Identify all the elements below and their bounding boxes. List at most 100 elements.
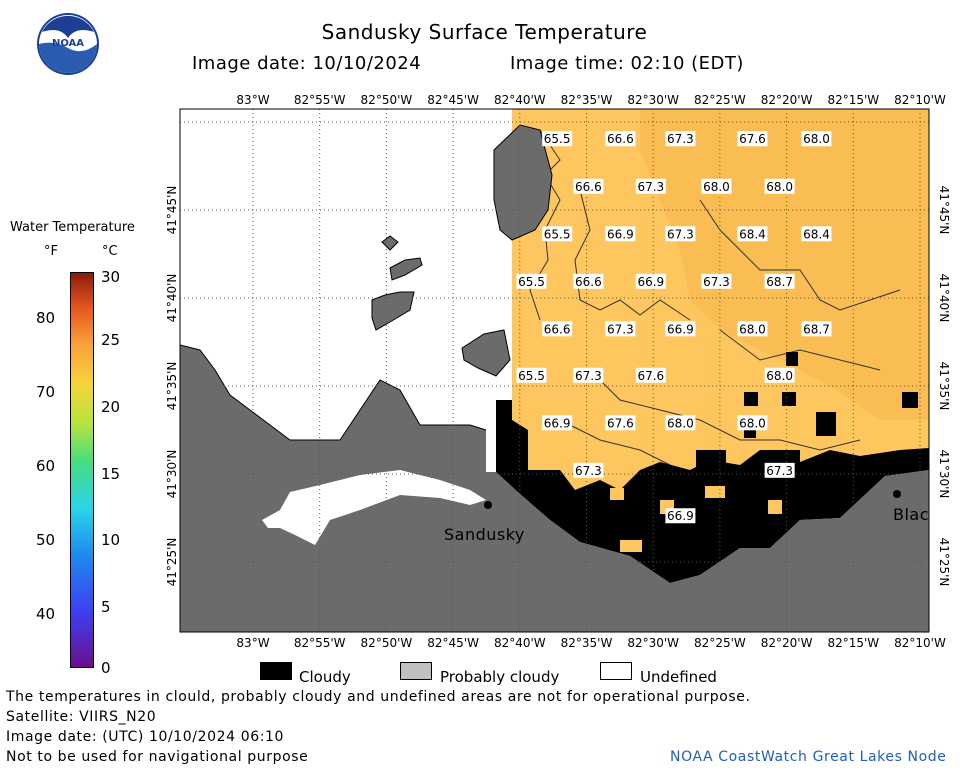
unit-c: °C [102,244,118,259]
temp-label: 65.5 [518,275,545,289]
temp-label-bg [801,131,832,147]
latitude-labels: 41°45'N 41°45'N 41°40'N 41°40'N 41°35'N 41°35… [165,186,951,587]
latitude-label: 41°25'N [165,538,179,587]
latitude-label: 41°25'N [937,538,951,587]
temp-label: 68.7 [766,275,793,289]
colorbar-title: Water Temperature [10,220,135,235]
temp-label-bg [737,415,768,431]
temp-label-bg [764,462,795,478]
temp-label: 67.3 [607,322,634,336]
temp-label: 68.0 [766,180,793,194]
temp-label-bg [635,273,666,289]
temp-label: 67.3 [667,227,694,241]
temp-label: 67.3 [575,464,602,478]
temp-label-bg [635,178,666,194]
land-south [180,345,929,632]
longitude-label: 82°30'W [627,636,679,650]
temp-label: 65.5 [544,227,571,241]
longitude-label: 82°15'W [827,636,879,650]
temp-label-bg [665,321,696,337]
longitude-label: 82°35'W [561,93,613,107]
c-tick-5: 5 [101,598,111,616]
temp-label: 67.6 [607,416,634,430]
temp-label-bg [701,273,732,289]
unit-f: °F [44,244,58,259]
temp-label-bg [573,367,604,383]
temp-label-bg [737,131,768,147]
temp-label: 67.6 [739,132,766,146]
temp-label-bg [801,226,832,242]
temp-label-bg [573,273,604,289]
disclaimer: The temperatures in clould, probably clo… [6,689,751,705]
image-time: Image time: 02:10 (EDT) [510,53,744,74]
temp-label: 66.6 [607,132,634,146]
longitude-label: 83°W [236,93,269,107]
latitude-label: 41°45'N [165,186,179,235]
sandusky-marker [484,501,492,509]
temp-label-bg [801,321,832,337]
longitude-label: 82°55'W [294,93,346,107]
page-title: Sandusky Surface Temperature [321,20,648,44]
temp-label: 68.4 [739,227,766,241]
colorbar [70,272,94,668]
temp-label: 68.0 [703,180,730,194]
longitude-label: 82°45'W [427,636,479,650]
temp-label: 68.0 [739,416,766,430]
temp-label-bg [764,178,795,194]
temp-label-bg [764,273,795,289]
cloudy-swatch [260,662,292,680]
temp-label: 68.0 [739,322,766,336]
noaa-logo: NOAA [36,12,100,76]
undefined-bay [262,470,486,545]
temp-label: 67.3 [703,275,730,289]
credit: NOAA CoastWatch Great Lakes Node [670,749,947,765]
longitude-label: 83°W [236,636,269,650]
temp-label-bg [605,226,636,242]
latitude-label: 41°45'N [937,186,951,235]
temp-label: 67.3 [575,369,602,383]
temp-label: 66.6 [575,275,602,289]
temp-label-bg [635,367,666,383]
small-island [389,257,423,281]
tiny-island [381,235,399,251]
temp-label-bg [737,321,768,337]
longitude-label: 82°50'W [361,93,413,107]
latitude-label: 41°35'N [937,362,951,411]
temp-label-bg [665,415,696,431]
temp-label: 66.9 [667,322,694,336]
temperature-labels: 65.5 66.6 67.3 67.6 68.0 66.6 67.3 68.0 68.0 65.5… [516,131,832,524]
temp-label: 67.3 [637,180,664,194]
temp-label: 68.0 [803,132,830,146]
place-label-sandusky: Sandusky [444,525,525,544]
temp-label: 67.3 [667,132,694,146]
longitude-label: 82°40'W [494,93,546,107]
place-label-blac: Blac [893,505,930,524]
longitude-label: 82°20'W [761,636,813,650]
f-tick-70: 70 [36,383,56,401]
satellite: Satellite: VIIRS_N20 [6,709,157,725]
temp-label-bg [516,367,547,383]
longitude-label: 82°15'W [827,93,879,107]
image-date: Image date: 10/10/2024 [192,53,422,74]
latitude-label: 41°40'N [165,274,179,323]
c-tick-0: 0 [101,659,111,677]
undefined-swatch [600,662,632,680]
cloudy-label: Cloudy [299,668,351,686]
temp-label-bg [605,131,636,147]
temp-label-bg [573,178,604,194]
temp-label: 66.9 [667,509,694,523]
utc-date: Image date: (UTC) 10/10/2024 06:10 [6,729,285,745]
longitude-label: 82°10'W [894,93,946,107]
c-tick-30: 30 [101,268,121,286]
latitude-label: 41°40'N [937,274,951,323]
c-tick-25: 25 [101,331,121,349]
temp-label: 67.6 [637,369,664,383]
temp-label-bg [605,321,636,337]
longitude-label: 82°25'W [694,93,746,107]
probably-cloudy-label: Probably cloudy [440,668,560,686]
peninsula [493,124,553,241]
temp-label-bg [665,508,696,524]
probably-cloudy-swatch [400,662,432,680]
c-tick-15: 15 [101,465,121,483]
